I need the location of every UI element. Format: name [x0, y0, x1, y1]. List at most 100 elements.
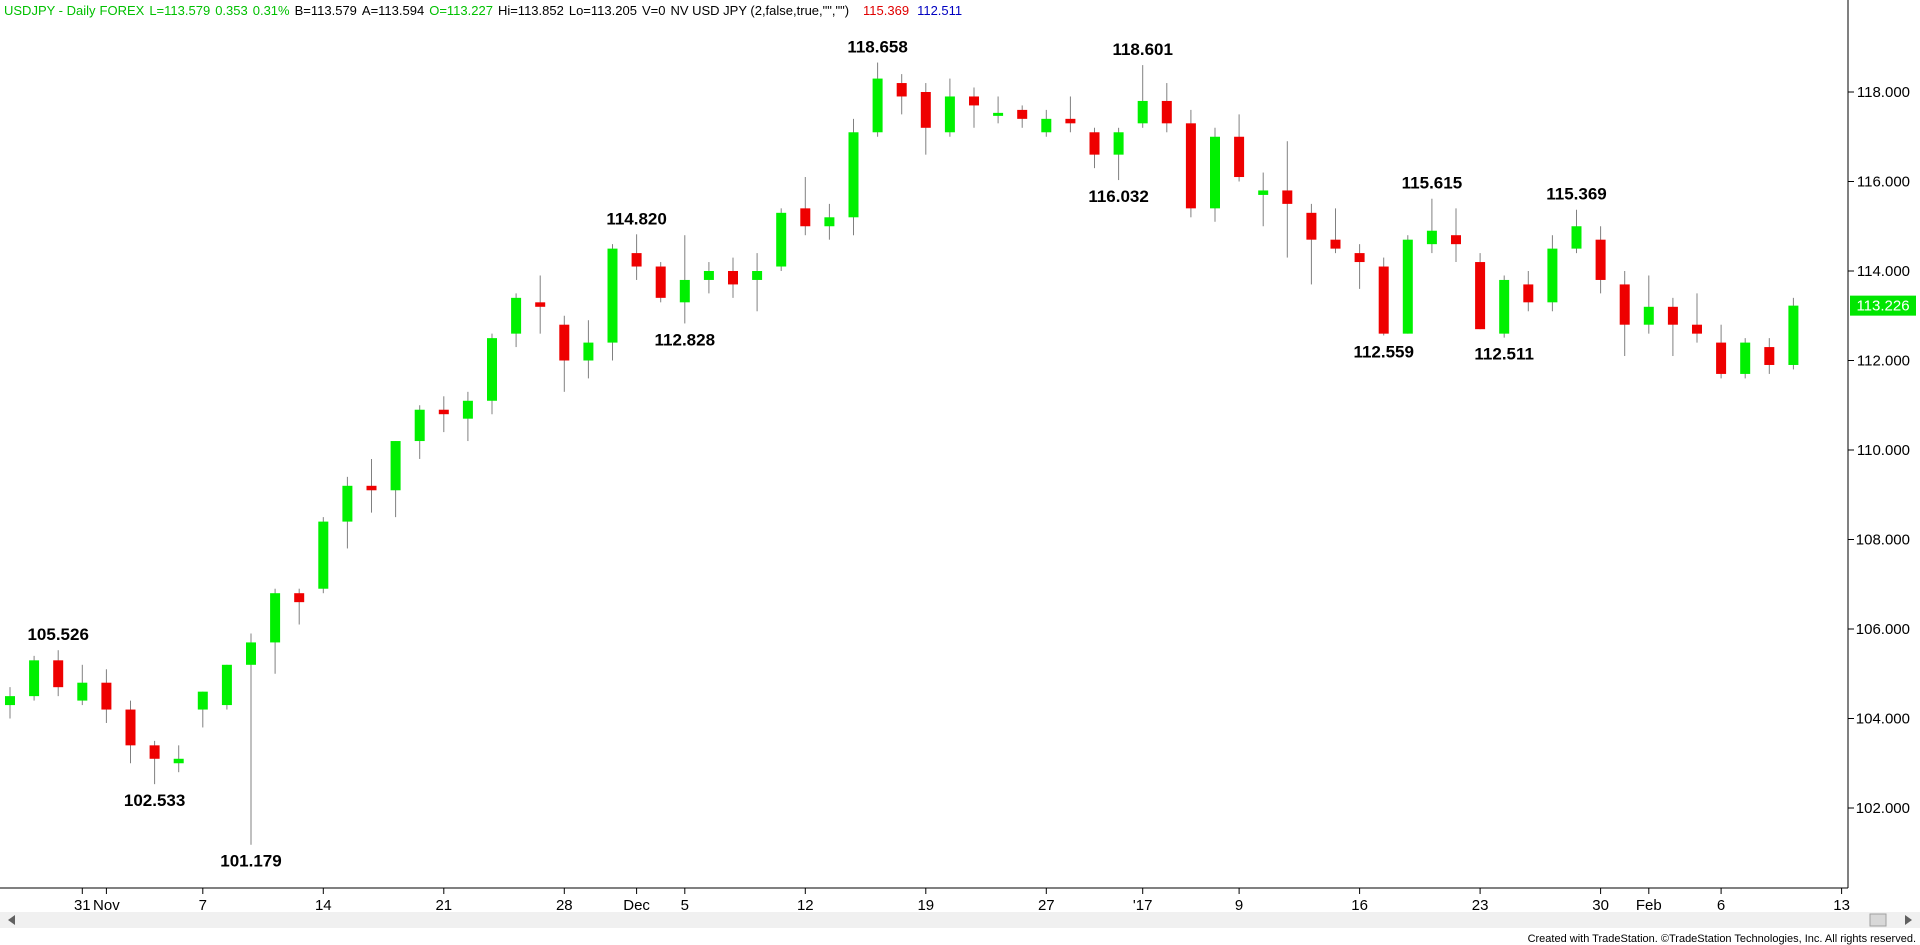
candle [29, 655, 40, 701]
candle [1499, 275, 1510, 338]
horizontal-scrollbar[interactable] [0, 912, 1920, 928]
candle [1571, 209, 1582, 254]
candle [246, 633, 256, 845]
candle [1041, 109, 1052, 137]
candle [1643, 275, 1654, 334]
scrollbar-track[interactable] [0, 912, 1920, 928]
candle [631, 234, 642, 280]
candle [511, 293, 522, 348]
header-high: Hi=113.852 [498, 3, 564, 18]
candle [1595, 226, 1606, 294]
candle-body-down [1764, 347, 1775, 365]
x-tick-label: 6 [1717, 897, 1725, 914]
swing-label: 118.601 [1112, 40, 1173, 59]
x-tick-label: 27 [1038, 897, 1055, 914]
candle-body-down [1667, 306, 1678, 325]
candle [1788, 297, 1799, 370]
candle [149, 740, 160, 785]
x-tick-label: 12 [797, 897, 814, 914]
candle [872, 62, 883, 137]
candle [101, 669, 112, 723]
candle-body-down [149, 745, 160, 759]
scroll-right-arrow-icon[interactable] [1905, 915, 1912, 925]
candle [969, 87, 979, 128]
candle [1354, 244, 1365, 289]
candle [655, 262, 666, 303]
x-tick-label: 14 [315, 897, 332, 914]
candle-body-up [511, 297, 522, 334]
candle [390, 441, 401, 518]
header-line: USDJPY - Daily FOREX L=113.579 0.353 0.31% B=… [4, 3, 962, 18]
header-indicator-high: 115.369 [863, 3, 909, 18]
candle-body-down [1234, 136, 1245, 178]
candle-body-up [583, 342, 594, 361]
candle-body-up [414, 409, 425, 442]
candle [487, 333, 497, 415]
candle-body-down [1354, 253, 1365, 263]
candle-body-down [1330, 239, 1341, 249]
x-tick-label: 7 [199, 897, 207, 914]
candle [125, 700, 136, 764]
candle-body-up [679, 279, 690, 303]
candle [1402, 235, 1413, 334]
candle-body-up [318, 521, 329, 589]
scrollbar-thumb[interactable] [1869, 913, 1887, 927]
candle-body-up [607, 248, 618, 343]
header-change: 0.353 [215, 3, 248, 18]
candle [944, 78, 955, 137]
y-tick-label: 114.000 [1857, 263, 1910, 280]
x-tick-label: Dec [623, 897, 650, 914]
swing-label: 102.533 [124, 791, 185, 810]
candle [559, 315, 570, 392]
candle-body-down [969, 96, 979, 106]
y-tick-label: 106.000 [1856, 621, 1910, 638]
candle [1716, 324, 1727, 379]
candle-body-up [993, 112, 1004, 116]
candle-body-down [294, 593, 305, 603]
candle [1017, 105, 1028, 128]
candle [1210, 127, 1220, 222]
candle-body-up [1571, 226, 1582, 249]
x-tick-label: 28 [556, 897, 573, 914]
candle-body-up [29, 660, 40, 697]
swing-label: 114.820 [606, 209, 667, 228]
candle-body-down [1475, 262, 1486, 330]
candle [342, 476, 353, 549]
swing-label: 112.511 [1474, 345, 1534, 364]
candle [1619, 271, 1630, 357]
candle-body-up [5, 696, 15, 706]
candle [1065, 96, 1076, 133]
candle-body-up [703, 271, 714, 280]
header-ask: A=113.594 [362, 3, 424, 18]
candle-body-up [246, 642, 256, 665]
candle [920, 83, 931, 155]
x-tick-label: '17 [1133, 897, 1153, 914]
header-last: L=113.579 [149, 3, 210, 18]
candle [1547, 235, 1558, 312]
candle [703, 262, 714, 294]
candle-body-up [848, 132, 859, 218]
y-tick-label: 110.000 [1857, 442, 1910, 459]
candle [824, 203, 835, 240]
candle-body-up [1643, 306, 1654, 325]
candle-body-down [1161, 100, 1172, 124]
header-open: O=113.227 [429, 3, 493, 18]
candle-body-down [1595, 239, 1606, 280]
candle [993, 96, 1004, 124]
candlestick-series [5, 62, 1799, 845]
candle [752, 253, 763, 312]
x-tick-label: 19 [917, 897, 934, 914]
candle [1451, 208, 1461, 263]
candle-body-down [101, 682, 112, 710]
candle-body-down [366, 485, 377, 491]
scroll-left-arrow-icon[interactable] [8, 915, 15, 925]
candle [1089, 127, 1100, 169]
candle-body-up [1113, 132, 1124, 155]
last-price-marker: 113.226 [1850, 295, 1916, 316]
candle [800, 177, 811, 236]
candle [896, 74, 907, 115]
candle [318, 517, 329, 594]
candle [1667, 297, 1678, 357]
swing-label: 115.615 [1402, 174, 1463, 193]
candle-body-down [1017, 109, 1028, 119]
